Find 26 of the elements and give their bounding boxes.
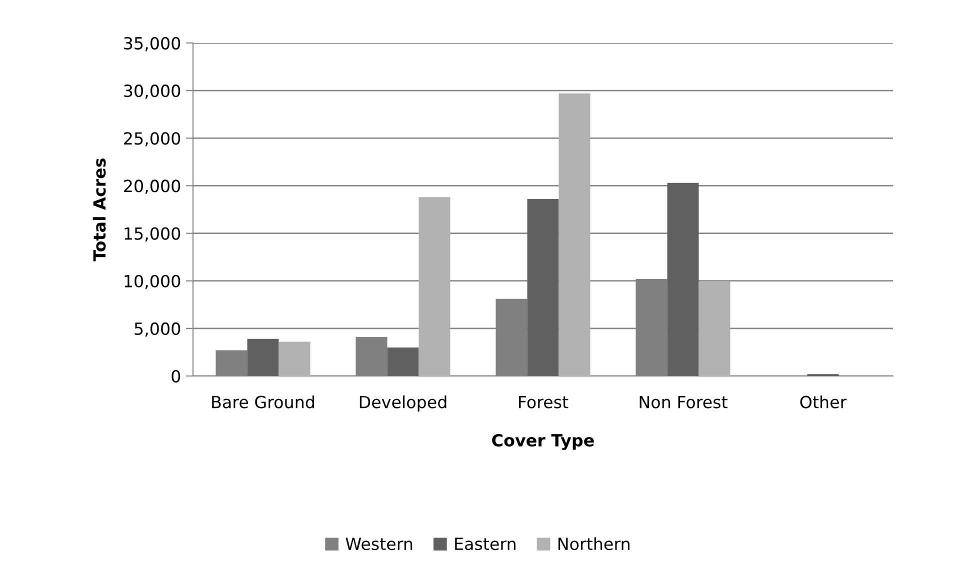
bar [278,342,310,376]
bar [527,199,559,376]
x-axis-title: Cover Type [492,434,594,450]
legend-label: Northern [558,537,630,550]
legend-label: Western [346,538,412,550]
y-tick-label: 25,000 [124,132,180,146]
x-tick-label: Non Forest [640,396,728,408]
y-tick-label: 10,000 [124,274,180,290]
y-tick-label: 30,000 [124,84,180,99]
y-tick-label: 5,000 [134,322,180,337]
bar [558,93,590,376]
bar [667,182,699,376]
x-tick-label: Bare Ground [212,395,314,408]
bar [698,282,730,376]
y-axis-title: Total Acres [92,158,106,262]
y-tick-label: 0 [172,370,180,383]
x-tick-label: Other [800,395,847,408]
bar [247,338,279,376]
y-tick-label: 15,000 [124,227,180,242]
bar [387,347,419,376]
x-tick-label: Developed [360,395,446,412]
y-tick-label: 35,000 [124,36,180,52]
bar [418,197,450,376]
y-tick-label: 20,000 [124,180,180,194]
legend-label: Eastern [455,538,516,550]
x-tick-label: Forest [519,396,568,408]
